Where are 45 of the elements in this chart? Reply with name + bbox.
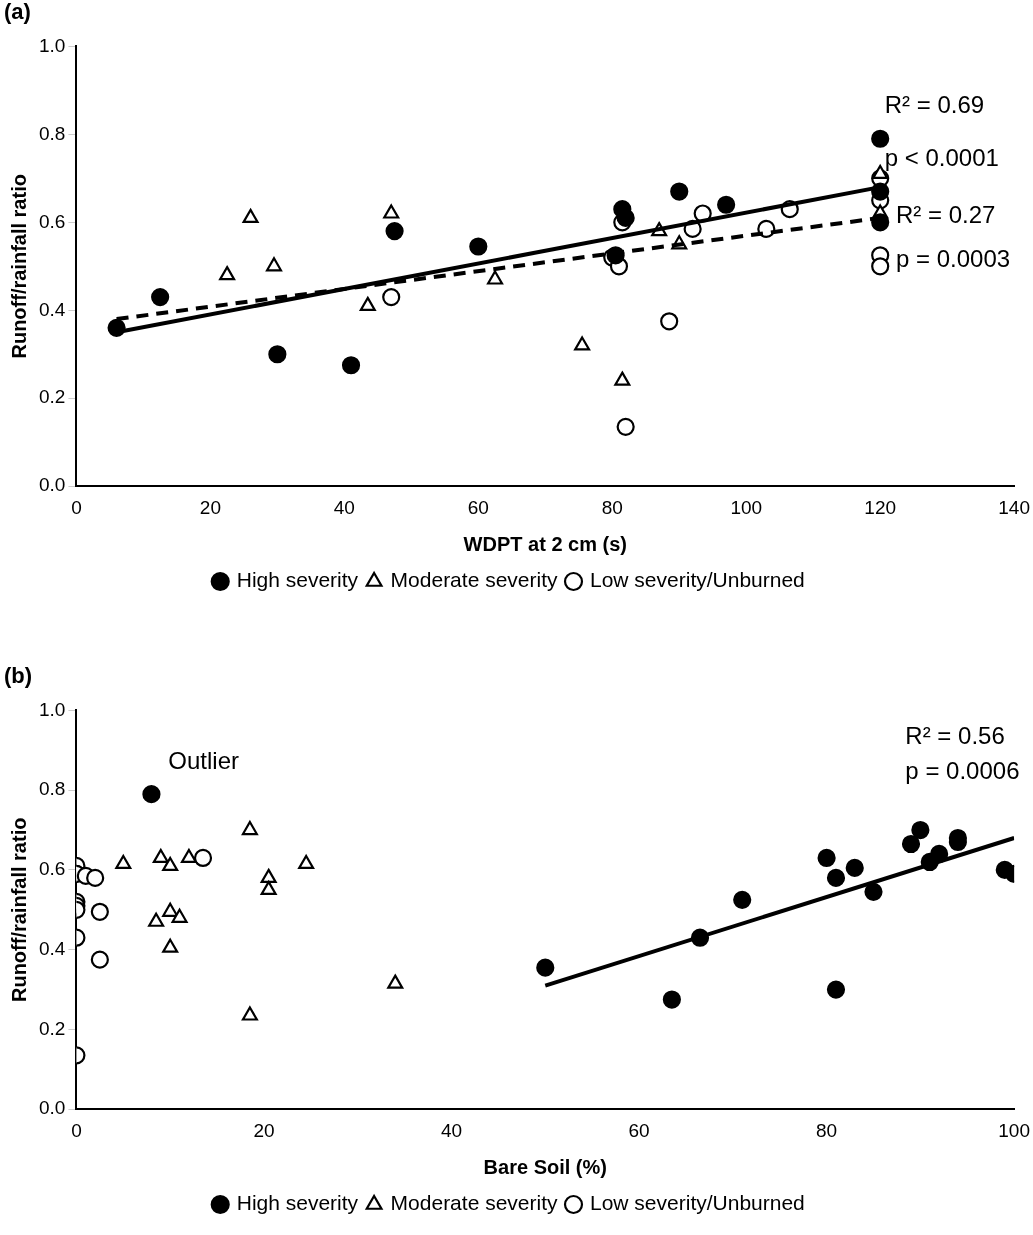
y-tick-label: 0.4 <box>38 937 66 959</box>
annotation: R² = 0.56 <box>905 722 1005 750</box>
x-tick-label: 20 <box>253 1119 275 1141</box>
y-tick-label: 0.6 <box>38 858 66 880</box>
annotation: R² = 0.69 <box>884 90 985 118</box>
x-tick-label: 40 <box>440 1119 463 1141</box>
y-tick-label: 0.6 <box>38 210 66 232</box>
chart-title: (b) <box>4 663 33 689</box>
x-tick-label: 140 <box>998 496 1030 518</box>
x-axis-title: Bare Soil (%) <box>483 1155 607 1178</box>
annotation: Outlier <box>168 746 240 774</box>
y-axis-title: Runoff/rainfall ratio <box>7 817 30 1003</box>
legend-label: Low severity/Unburned <box>590 568 805 592</box>
legend-label: Moderate severity <box>390 1191 558 1215</box>
y-tick-label: 0.2 <box>38 386 66 408</box>
x-tick-label: 0 <box>71 496 82 518</box>
chart-title: (a) <box>4 0 31 25</box>
annotation: p = 0.0006 <box>905 757 1020 785</box>
y-axis-title: Runoff/rainfall ratio <box>7 174 30 359</box>
y-tick-label: 0.8 <box>38 122 66 144</box>
x-tick-label: 100 <box>998 1119 1030 1141</box>
x-axis-title: WDPT at 2 cm (s) <box>463 532 627 555</box>
y-tick-label: 0.0 <box>38 1097 66 1119</box>
x-tick-label: 100 <box>730 496 763 518</box>
x-tick-label: 60 <box>628 1119 650 1141</box>
x-tick-label: 80 <box>816 1119 838 1141</box>
y-tick-label: 0.0 <box>38 474 66 496</box>
x-tick-label: 80 <box>601 496 623 518</box>
y-tick-label: 0.8 <box>38 778 66 800</box>
x-tick-label: 120 <box>864 496 897 518</box>
y-tick-label: 1.0 <box>38 698 66 720</box>
legend-label: Low severity/Unburned <box>590 1191 805 1215</box>
x-tick-label: 20 <box>199 496 221 518</box>
x-tick-label: 60 <box>467 496 489 518</box>
x-tick-label: 40 <box>333 496 355 518</box>
x-tick-label: 0 <box>71 1119 82 1141</box>
legend-label: High severity <box>236 1191 359 1215</box>
y-tick-label: 0.2 <box>38 1017 66 1039</box>
annotation: R² = 0.27 <box>895 200 996 228</box>
y-tick-label: 1.0 <box>38 34 66 56</box>
legend-label: High severity <box>236 568 359 592</box>
legend-label: Moderate severity <box>390 568 558 592</box>
annotation: p = 0.0003 <box>895 244 1011 272</box>
annotation: p < 0.0001 <box>884 143 999 171</box>
y-tick-label: 0.4 <box>38 298 66 320</box>
